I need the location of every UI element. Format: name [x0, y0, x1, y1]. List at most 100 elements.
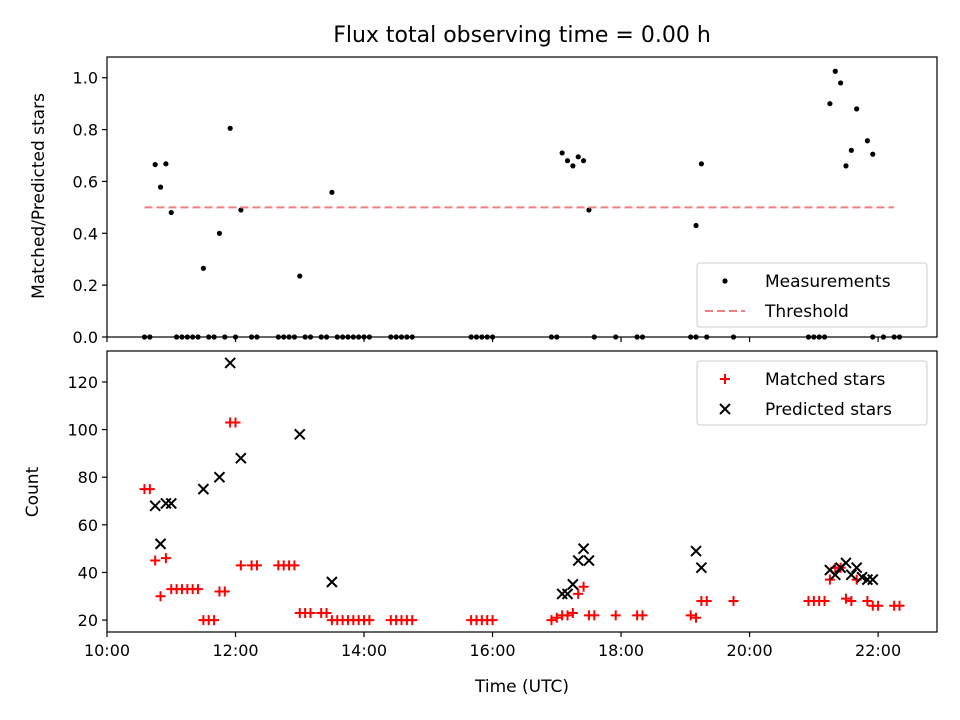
matched-star-point	[685, 610, 696, 621]
measurement-point	[848, 147, 854, 153]
matched-star-point	[819, 596, 830, 607]
predicted-star-point	[294, 428, 306, 441]
measurement-point	[564, 158, 571, 164]
matched-star-point	[305, 607, 316, 618]
y-tick-label: 120	[67, 373, 98, 392]
matched-star-point	[840, 593, 851, 604]
series-predicted-stars	[149, 357, 879, 600]
y-tick-label: 80	[78, 468, 98, 487]
y-tick-label: 20	[78, 611, 98, 630]
x-tick-label: 10:00	[84, 641, 130, 660]
measurement-point	[827, 101, 833, 107]
predicted-star-point	[197, 483, 210, 495]
matched-star-point	[551, 612, 562, 623]
matched-star-point	[589, 610, 600, 621]
predicted-star-point	[561, 588, 574, 600]
measurement-point	[580, 158, 587, 164]
predicted-star-point	[695, 561, 708, 574]
matched-star-point	[193, 584, 204, 595]
series-matched-stars	[139, 417, 905, 626]
bottom-axes: 20 40 60 80 100 120 10:00 12:00 14:00 16:00 18:00 2…	[67, 350, 938, 660]
matched-star-point	[150, 555, 161, 566]
matched-star-point	[894, 600, 905, 611]
predicted-star-point	[235, 452, 247, 464]
y-tick-label: 60	[78, 516, 98, 535]
matched-star-point	[567, 607, 578, 618]
measurement-point	[559, 150, 565, 156]
measurement-point	[864, 138, 870, 144]
predicted-star-point	[213, 471, 226, 483]
matched-star-point	[873, 600, 884, 611]
matched-star-point	[364, 615, 375, 626]
matched-star-point	[155, 591, 166, 602]
predicted-star-point	[840, 557, 852, 569]
measurement-point	[216, 230, 223, 236]
measurement-point	[163, 161, 169, 167]
axes-frame	[106, 350, 938, 633]
predicted-star-point	[845, 569, 858, 581]
legend-box	[696, 262, 928, 328]
x-tick-label: 14:00	[341, 641, 387, 660]
measurement-point	[693, 222, 699, 229]
x-tick-label: 12:00	[212, 641, 258, 660]
matched-star-point	[578, 581, 589, 592]
y-tick-label: 1.0	[73, 69, 98, 88]
measurement-point	[227, 125, 233, 131]
matched-star-point	[701, 596, 712, 607]
legend-marker-x	[719, 403, 731, 415]
measurement-point	[168, 209, 174, 216]
predicted-star-point	[149, 500, 161, 512]
legend-label: Matched stars	[765, 370, 885, 390]
predicted-star-point	[577, 542, 590, 555]
y-tick-label: 0.4	[73, 224, 98, 243]
y-tick-label: 0.0	[73, 328, 98, 347]
predicted-star-point	[326, 576, 338, 588]
x-tick-label: 20:00	[727, 641, 773, 660]
predicted-star-point	[867, 573, 879, 586]
measurement-point	[152, 161, 158, 168]
measurement-point	[843, 163, 849, 169]
x-tick-label: 16:00	[469, 641, 515, 660]
measurement-point	[870, 151, 876, 157]
x-tick-label: 22:00	[855, 641, 901, 660]
measurement-point	[200, 265, 206, 271]
predicted-star-point	[690, 545, 702, 557]
x-axis-label: Time (UTC)	[474, 677, 569, 697]
predicted-star-point	[567, 578, 579, 591]
matched-star-point	[691, 612, 702, 623]
measurement-point	[575, 154, 581, 160]
matched-star-point	[610, 610, 621, 621]
matched-star-point	[144, 484, 155, 495]
measurement-point	[329, 189, 335, 195]
legend-label: Threshold	[764, 302, 849, 322]
measurement-point	[238, 207, 244, 213]
matched-star-point	[824, 574, 835, 585]
legend-marker-dot	[722, 278, 728, 284]
axes-frame	[106, 56, 938, 338]
matched-star-point	[219, 586, 230, 597]
measurement-point	[854, 106, 860, 112]
legend-marker-plus	[720, 374, 730, 384]
y-tick-label: 40	[78, 563, 98, 582]
matched-star-point	[235, 560, 246, 571]
matched-star-point	[546, 615, 557, 626]
measurement-point	[157, 184, 164, 190]
measurement-point	[838, 80, 844, 86]
matched-star-point	[637, 610, 648, 621]
predicted-star-point	[556, 588, 568, 600]
matched-star-point	[289, 560, 300, 571]
predicted-star-point	[829, 569, 841, 581]
matched-star-point	[160, 553, 171, 564]
measurement-point	[297, 273, 303, 279]
bottom-y-axis-label: Count	[23, 466, 43, 517]
predicted-star-point	[850, 561, 863, 574]
legend-label: Measurements	[765, 272, 891, 292]
matched-star-point	[407, 615, 418, 626]
top-y-axis-label: Matched/Predicted stars	[29, 93, 49, 299]
legend: Measurements Threshold	[696, 262, 928, 328]
matched-star-point	[487, 615, 498, 626]
predicted-star-point	[154, 538, 167, 550]
matched-star-point	[728, 596, 739, 607]
y-tick-label: 0.8	[73, 121, 98, 140]
measurement-point	[586, 207, 592, 213]
